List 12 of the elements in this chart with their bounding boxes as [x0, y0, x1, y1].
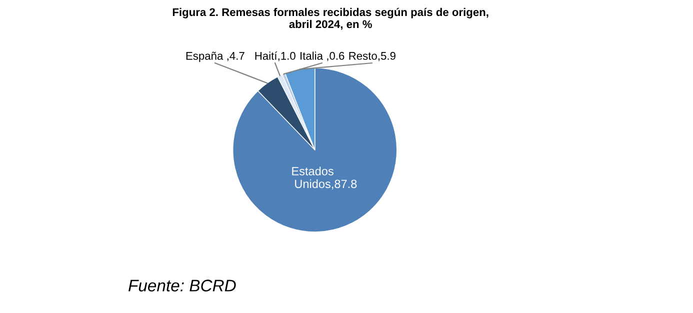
slice-label: Estados Unidos [292, 166, 334, 188]
source-note: Fuente: BCRD [128, 280, 236, 292]
slice-label: Resto [349, 52, 377, 60]
data-label: ,5.9 [378, 52, 396, 62]
slice-label: España [186, 52, 224, 62]
data-label: ,87.8 [332, 180, 357, 190]
slice-label: Haití [255, 52, 278, 60]
slice-label: Italia [300, 52, 323, 60]
chart-title: Figura 2. Remesas formales recibidas según país de origen, abril 2024, en % [172, 8, 488, 30]
data-label: ,4.7 [227, 52, 244, 62]
data-label: ,0.6 [327, 52, 344, 62]
data-label: ,1.0 [278, 52, 296, 62]
